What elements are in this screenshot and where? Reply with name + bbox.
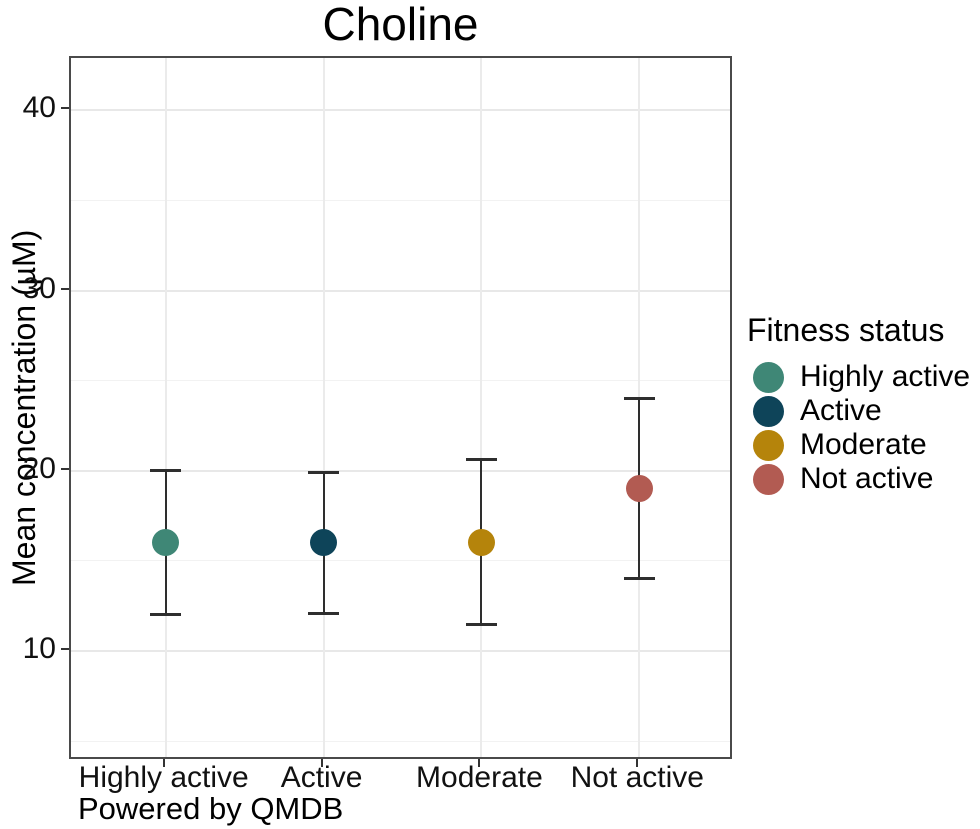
- y-tick-label: 40: [22, 91, 56, 125]
- data-point-active: [310, 529, 338, 557]
- error-bar-cap-lower-not-active: [623, 577, 655, 581]
- plot-panel: [69, 56, 732, 759]
- error-bar-cap-upper-not-active: [623, 397, 655, 401]
- gridline-major-horizontal: [71, 469, 730, 472]
- error-bar-cap-upper-moderate: [465, 458, 497, 462]
- gridline-major-horizontal: [71, 650, 730, 653]
- gridline-minor-horizontal: [71, 380, 730, 382]
- chart-title: Choline: [322, 0, 479, 50]
- legend-swatch-active-icon: [753, 395, 784, 427]
- data-point-highly-active: [152, 529, 180, 557]
- legend-item-label: Not active: [800, 462, 934, 495]
- error-bar-cap-upper-active: [308, 471, 340, 475]
- footer-caption: Powered by QMDB: [78, 791, 344, 826]
- y-tick-label: 10: [22, 632, 56, 666]
- x-tick-mark: [320, 759, 323, 767]
- y-tick-mark: [61, 648, 69, 651]
- error-bar-cap-lower-highly-active: [150, 613, 182, 617]
- gridline-minor-horizontal: [71, 560, 730, 562]
- legend-items: Highly active Active Moderate Not active: [747, 360, 970, 496]
- x-tick-label-moderate: Moderate: [416, 761, 543, 794]
- legend-item-highly-active: Highly active: [747, 360, 970, 394]
- x-tick-mark: [636, 759, 639, 767]
- legend-item-active: Active: [747, 394, 970, 428]
- legend-item-label: Active: [800, 394, 882, 427]
- x-tick-label-highly-active: Highly active: [78, 761, 249, 794]
- x-tick-mark: [162, 759, 165, 767]
- data-point-not-active: [625, 475, 653, 503]
- x-tick-label-active: Active: [280, 761, 363, 794]
- legend-swatch-highly-active-icon: [753, 361, 784, 393]
- gridline-major-horizontal: [71, 289, 730, 292]
- legend-item-moderate: Moderate: [747, 428, 970, 462]
- y-tick-mark: [61, 287, 69, 290]
- legend-item-label: Moderate: [800, 428, 927, 461]
- legend-item-not-active: Not active: [747, 462, 970, 496]
- x-tick-mark: [478, 759, 481, 767]
- error-bar-cap-lower-moderate: [465, 622, 497, 626]
- y-tick-label: 20: [22, 451, 56, 485]
- error-bar-cap-lower-active: [308, 611, 340, 615]
- gridline-minor-horizontal: [71, 199, 730, 201]
- error-bar-cap-upper-highly-active: [150, 469, 182, 473]
- legend-swatch-moderate-icon: [753, 429, 784, 461]
- legend-title: Fitness status: [747, 312, 945, 348]
- data-point-moderate: [467, 529, 495, 557]
- legend-item-label: Highly active: [800, 360, 971, 393]
- gridline-minor-horizontal: [71, 740, 730, 742]
- gridline-major-horizontal: [71, 109, 730, 112]
- y-tick-mark: [61, 107, 69, 110]
- legend-swatch-not-active-icon: [753, 463, 784, 495]
- y-tick-mark: [61, 467, 69, 470]
- gridline-major-vertical: [480, 58, 483, 757]
- y-tick-label: 30: [22, 271, 56, 305]
- legend: Fitness status Highly active Active Modera…: [747, 313, 970, 496]
- gridline-major-vertical: [322, 58, 325, 757]
- gridline-major-vertical: [164, 58, 167, 757]
- x-tick-label-not-active: Not active: [570, 761, 704, 794]
